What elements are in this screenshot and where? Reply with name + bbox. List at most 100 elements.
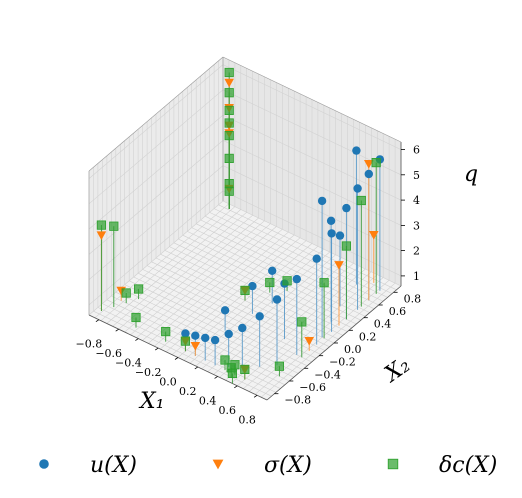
floor-grid-line bbox=[218, 204, 397, 291]
data-point-triangle-down bbox=[363, 160, 374, 169]
legend-marker-square bbox=[387, 458, 399, 470]
data-point-circle bbox=[326, 216, 336, 225]
pane-edge bbox=[222, 56, 402, 143]
x-tick-mark bbox=[135, 338, 139, 341]
legend-marker-triangle-down bbox=[212, 459, 224, 470]
data-point-triangle-down bbox=[304, 336, 315, 346]
data-point-circle bbox=[352, 146, 361, 155]
data-point-circle bbox=[210, 335, 220, 345]
data-point-square bbox=[240, 364, 250, 375]
data-point-circle bbox=[238, 323, 247, 333]
data-point-square bbox=[224, 178, 234, 189]
data-point-square bbox=[356, 195, 366, 206]
x-tick-mark bbox=[214, 376, 218, 379]
data-point-square bbox=[224, 67, 234, 78]
z-tick-label: 3 bbox=[413, 219, 420, 232]
data-point-circle bbox=[224, 329, 233, 339]
legend-label: δc(X) bbox=[439, 453, 497, 478]
legend: u(X) σ(X) δc(X) bbox=[39, 453, 497, 478]
x-tick-mark bbox=[234, 385, 238, 389]
x-tick-mark bbox=[95, 319, 100, 323]
data-point-square bbox=[133, 284, 144, 294]
data-point-square bbox=[240, 285, 250, 296]
y-tick-label: −0.2 bbox=[329, 356, 356, 369]
x-axis-label: X₁ bbox=[138, 389, 164, 414]
data-point-triangle-down bbox=[334, 261, 344, 270]
wall-grid-line bbox=[88, 190, 224, 306]
data-point-circle bbox=[272, 295, 282, 304]
data-point-circle bbox=[353, 184, 362, 193]
floor-grid-line bbox=[204, 215, 384, 302]
legend-marker-circle bbox=[39, 459, 49, 469]
data-point-square bbox=[224, 130, 234, 141]
y-tick-label: −0.8 bbox=[284, 394, 311, 407]
floor-grid-line bbox=[213, 208, 393, 294]
wall-grid-line bbox=[88, 140, 224, 255]
data-point-square bbox=[224, 88, 234, 98]
data-point-square bbox=[224, 186, 234, 196]
y-tick-label: 0.0 bbox=[344, 343, 362, 356]
data-point-circle bbox=[255, 312, 264, 321]
x-tick-label: 0.6 bbox=[219, 404, 237, 417]
data-point-circle bbox=[317, 196, 327, 206]
x-tick-mark bbox=[253, 394, 258, 398]
data-point-circle bbox=[364, 169, 373, 179]
y-tick-label: 0.4 bbox=[374, 318, 392, 331]
data-point-circle bbox=[220, 306, 230, 315]
x-tick-mark bbox=[194, 366, 199, 370]
wall-grid-line bbox=[222, 140, 402, 226]
data-point-triangle-down bbox=[96, 231, 107, 241]
data-point-square bbox=[109, 221, 119, 231]
wall-grid-line bbox=[88, 64, 224, 179]
data-point-circle bbox=[327, 229, 336, 238]
y-axis-label: X₂ bbox=[379, 353, 415, 389]
z-axis-label: q bbox=[464, 162, 478, 187]
legend-label: σ(X) bbox=[264, 453, 312, 478]
data-point-triangle-down bbox=[190, 341, 201, 351]
data-point-triangle-down bbox=[368, 231, 379, 240]
data-point-circle bbox=[191, 331, 200, 340]
wall-grid-line bbox=[222, 190, 402, 277]
data-point-triangle-down bbox=[224, 78, 234, 88]
x-tick-label: −0.2 bbox=[135, 366, 162, 379]
data-point-square bbox=[180, 336, 190, 346]
x-tick-label: 0.4 bbox=[199, 394, 217, 407]
floor-grid-line bbox=[200, 219, 379, 306]
y-tick-label: −0.4 bbox=[314, 368, 341, 381]
wall-grid-line bbox=[88, 165, 224, 280]
data-point-square bbox=[96, 220, 106, 230]
data-point-square bbox=[161, 326, 171, 337]
data-point-square bbox=[265, 277, 275, 288]
data-point-square bbox=[371, 157, 381, 168]
z-tick-label: 4 bbox=[413, 194, 420, 207]
data-point-circle bbox=[201, 333, 210, 343]
data-point-circle bbox=[312, 254, 321, 263]
data-point-square bbox=[319, 278, 329, 288]
data-point-circle bbox=[342, 203, 351, 213]
data-point-square bbox=[121, 288, 131, 298]
data-point-circle bbox=[268, 266, 277, 275]
x-tick-label: −0.4 bbox=[115, 357, 142, 370]
z-tick-label: 2 bbox=[413, 245, 420, 258]
wall-grid-line bbox=[88, 89, 224, 205]
x-tick-mark bbox=[154, 347, 159, 351]
data-point-square bbox=[341, 241, 352, 251]
wall-grid-line bbox=[222, 165, 402, 251]
x-tick-label: −0.6 bbox=[95, 347, 122, 360]
z-tick-label: 6 bbox=[413, 144, 420, 157]
wall-grid-line bbox=[222, 64, 402, 150]
data-point-square bbox=[274, 361, 285, 371]
data-point-square bbox=[224, 118, 234, 128]
z-tick-label: 5 bbox=[413, 169, 420, 182]
data-point-square bbox=[224, 105, 234, 115]
data-point-square bbox=[282, 276, 292, 286]
tick-labels: −0.8−0.6−0.4−0.20.00.20.40.60.8−0.8−0.6−… bbox=[76, 144, 422, 427]
x-tick-label: 0.8 bbox=[238, 413, 256, 426]
wall-grid-line bbox=[88, 114, 224, 230]
x-tick-label: 0.0 bbox=[159, 376, 177, 389]
data-point-square bbox=[297, 317, 307, 327]
data-point-circle bbox=[248, 281, 257, 291]
markers bbox=[96, 67, 385, 379]
floor-grid-line bbox=[222, 200, 402, 287]
